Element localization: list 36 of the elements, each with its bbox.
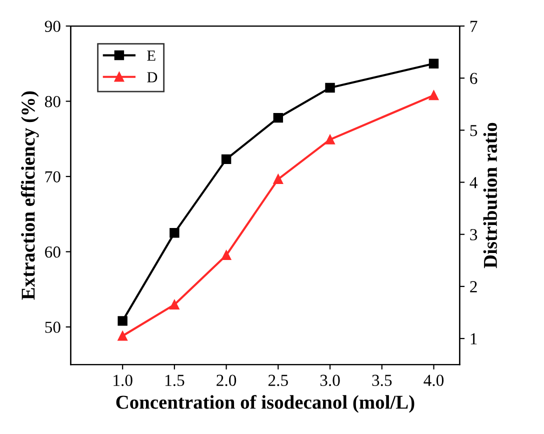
point xyxy=(325,82,335,93)
y-tick-label: 90 xyxy=(44,20,60,32)
point xyxy=(170,228,180,238)
point xyxy=(428,58,439,69)
x-tick-label: 2.5 xyxy=(268,374,288,386)
x-tick-label: 1.0 xyxy=(114,374,132,386)
y-tick-label: 70 xyxy=(45,171,60,182)
point xyxy=(170,300,180,310)
legend-label: E xyxy=(147,50,156,61)
x-tick-label: 4.0 xyxy=(424,374,444,386)
x-tick-label: 2.0 xyxy=(216,374,236,386)
y2-tick-label: 3 xyxy=(470,229,478,240)
point xyxy=(118,316,128,326)
y2-tick-label: 4 xyxy=(470,177,478,188)
point xyxy=(325,134,335,144)
y-tick-label: 80 xyxy=(44,96,60,108)
point xyxy=(273,112,284,123)
y-tick-label: 60 xyxy=(45,246,60,258)
y2-tick-label: 6 xyxy=(470,72,478,84)
y2-tick-label: 1 xyxy=(470,333,477,344)
x-tick-label: 3.5 xyxy=(372,374,392,386)
y2-tick-label: 2 xyxy=(470,281,477,292)
legend-label: D xyxy=(147,72,158,82)
point xyxy=(221,250,232,260)
point xyxy=(428,90,439,100)
y2-tick-label: 7 xyxy=(470,20,478,32)
point xyxy=(221,154,232,164)
y2-tick-label: 5 xyxy=(470,125,478,136)
y-axis-title: Extraction efficiency (%) xyxy=(20,91,39,300)
x-tick-label: 3.0 xyxy=(320,374,340,386)
x-tick-label: 1.5 xyxy=(165,374,184,386)
point xyxy=(118,331,128,341)
y-tick-label: 50 xyxy=(45,322,60,333)
x-axis-title: Concentration of isodecanol (mol/L) xyxy=(116,394,414,413)
point xyxy=(273,174,284,184)
y2-axis-title: Distribution ratio xyxy=(483,122,498,268)
